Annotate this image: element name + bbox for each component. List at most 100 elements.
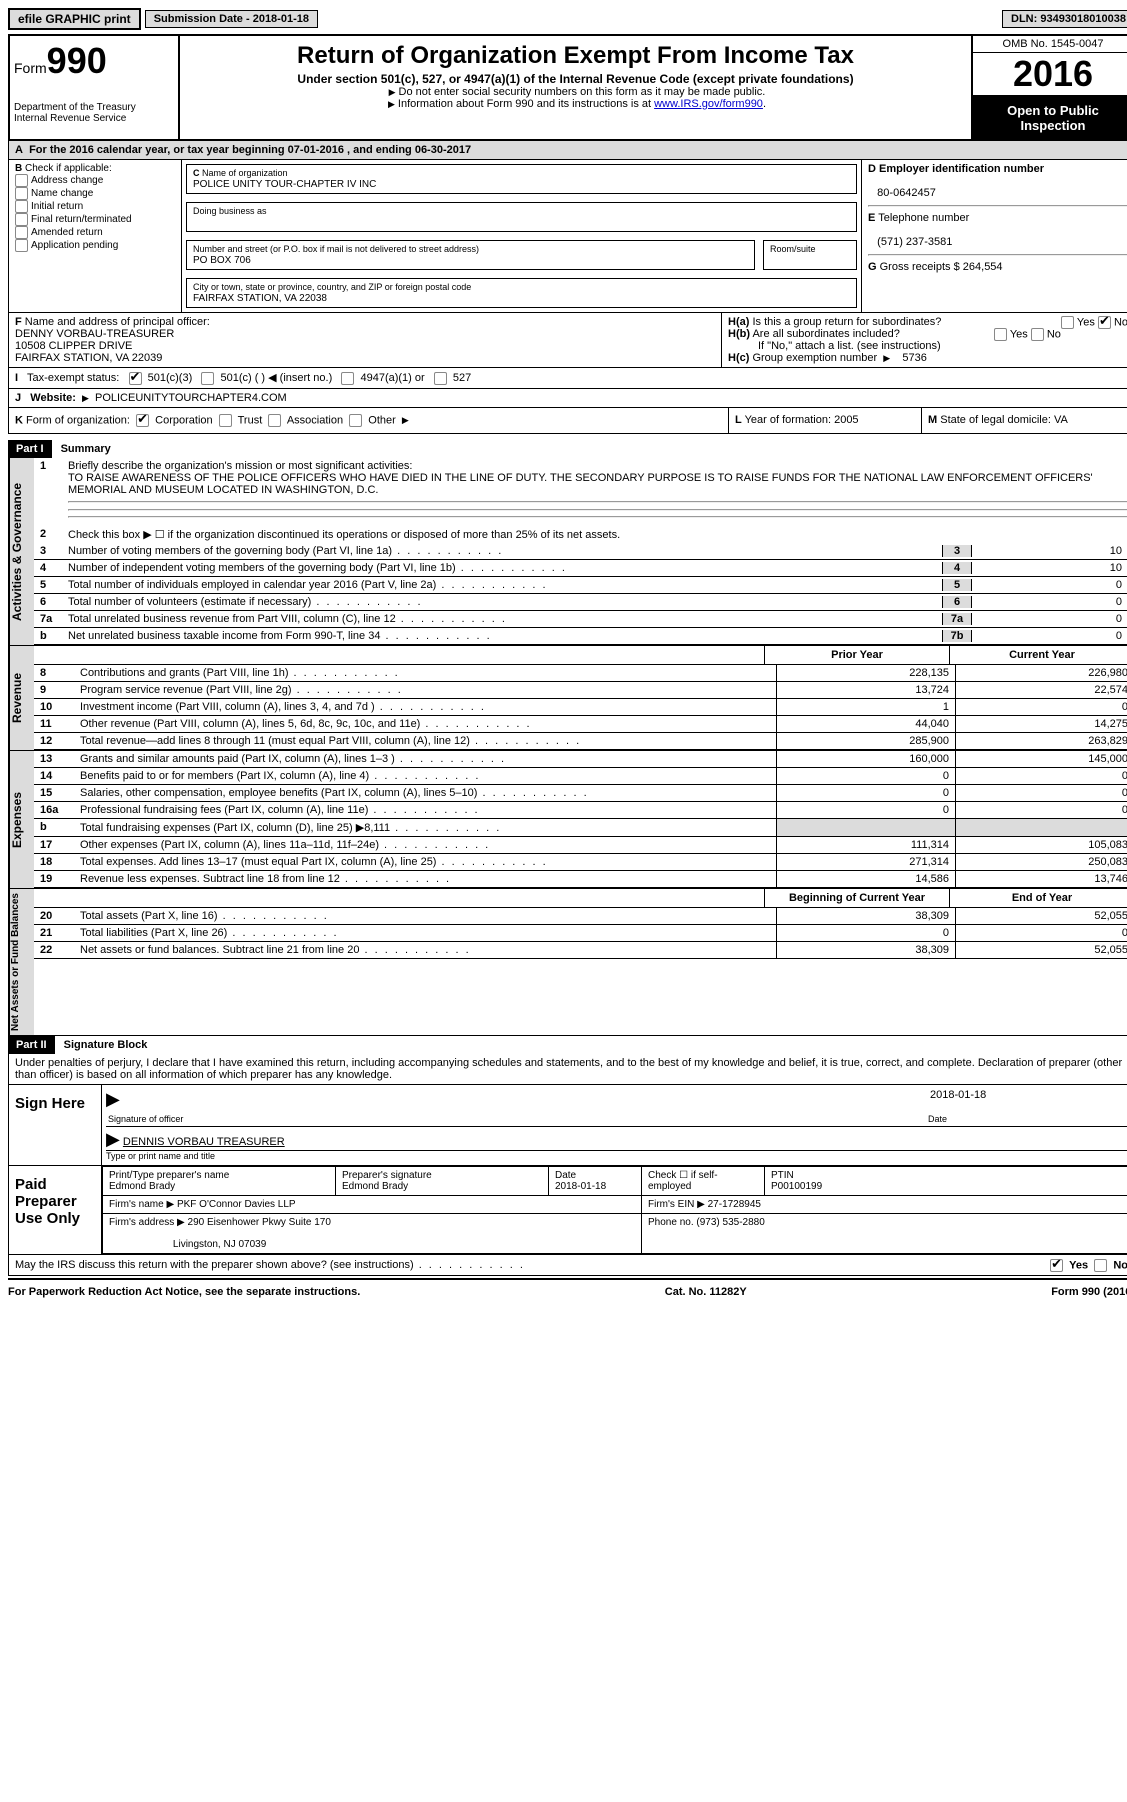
hc-label: Group exemption number xyxy=(752,352,877,364)
sig-name-label: Type or print name and title xyxy=(106,1150,1127,1161)
row-f-h: F Name and address of principal officer:… xyxy=(9,313,1127,368)
prep-sig: Edmond Brady xyxy=(342,1181,408,1192)
street-box: Number and street (or P.O. box if mail i… xyxy=(186,240,755,270)
financial-line: 17Other expenses (Part IX, column (A), l… xyxy=(34,837,1127,854)
form-label: Form xyxy=(14,60,47,76)
prep-name: Edmond Brady xyxy=(109,1181,175,1192)
financial-line: 8Contributions and grants (Part VIII, li… xyxy=(34,665,1127,682)
street-value: PO BOX 706 xyxy=(193,255,251,266)
discuss-yes-checkbox[interactable] xyxy=(1050,1259,1063,1272)
ha-no-checkbox[interactable] xyxy=(1098,316,1111,329)
paid-preparer-label: Paid Preparer Use Only xyxy=(9,1166,102,1254)
527-checkbox[interactable] xyxy=(434,372,447,385)
initial-return-checkbox[interactable] xyxy=(15,200,28,213)
i-label: Tax-exempt status: xyxy=(27,372,119,384)
discuss-row: May the IRS discuss this return with the… xyxy=(9,1255,1127,1275)
other-checkbox[interactable] xyxy=(349,414,362,427)
other-label: Other xyxy=(368,414,396,426)
sig-officer-label: Signature of officer xyxy=(108,1114,928,1124)
501c-checkbox[interactable] xyxy=(201,372,214,385)
officer-name: DENNY VORBAU-TREASURER xyxy=(15,328,174,340)
city-value: FAIRFAX STATION, VA 22038 xyxy=(193,293,327,304)
hb-no-checkbox[interactable] xyxy=(1031,328,1044,341)
yes-label2: Yes xyxy=(1010,328,1028,340)
sig-name-value: DENNIS VORBAU TREASURER xyxy=(123,1136,285,1148)
4947-label: 4947(a)(1) or xyxy=(360,372,424,384)
corp-checkbox[interactable] xyxy=(136,414,149,427)
line2-text: Check this box ▶ ☐ if the organization d… xyxy=(68,528,1127,541)
hb-yes-checkbox[interactable] xyxy=(994,328,1007,341)
summary-line: 7aTotal unrelated business revenue from … xyxy=(34,611,1127,628)
sig-date-value: 2018-01-18 xyxy=(930,1089,1127,1110)
mission-label: Briefly describe the organization's miss… xyxy=(68,460,412,472)
omb-number: OMB No. 1545-0047 xyxy=(973,36,1127,53)
col-b-checkboxes: B Check if applicable: Address change Na… xyxy=(9,160,182,312)
row-j: J Website: POLICEUNITYTOURCHAPTER4.COM xyxy=(9,389,1127,408)
final-return-label: Final return/terminated xyxy=(31,214,132,225)
firm-ein: 27-1728945 xyxy=(708,1199,761,1210)
summary-line: 4Number of independent voting members of… xyxy=(34,560,1127,577)
mission-text: TO RAISE AWARENESS OF THE POLICE OFFICER… xyxy=(68,472,1093,496)
application-pending-label: Application pending xyxy=(31,240,118,251)
address-change-checkbox[interactable] xyxy=(15,174,28,187)
no-label2: No xyxy=(1047,328,1061,340)
website-value: POLICEUNITYTOURCHAPTER4.COM xyxy=(95,392,287,404)
hb-note: If "No," attach a list. (see instruction… xyxy=(728,340,1127,352)
form-subtitle: Under section 501(c), 527, or 4947(a)(1)… xyxy=(190,72,961,86)
application-pending-checkbox[interactable] xyxy=(15,239,28,252)
ha-yes-checkbox[interactable] xyxy=(1061,316,1074,329)
form-title: Return of Organization Exempt From Incom… xyxy=(190,42,961,70)
name-change-checkbox[interactable] xyxy=(15,187,28,200)
part1-governance: Activities & Governance 1 Briefly descri… xyxy=(8,458,1127,646)
col-c-org-info: C Name of organization POLICE UNITY TOUR… xyxy=(182,160,861,312)
financial-line: 20Total assets (Part X, line 16)38,30952… xyxy=(34,908,1127,925)
part1-label: Part I xyxy=(8,440,52,458)
firm-addr-label: Firm's address ▶ xyxy=(109,1217,185,1228)
ha-label: Is this a group return for subordinates? xyxy=(752,316,941,328)
col-f: F Name and address of principal officer:… xyxy=(9,313,722,367)
trust-label: Trust xyxy=(238,414,263,426)
discuss-no-checkbox[interactable] xyxy=(1094,1259,1107,1272)
m-value: VA xyxy=(1054,414,1068,426)
financial-line: 9Program service revenue (Part VIII, lin… xyxy=(34,682,1127,699)
efile-print-button[interactable]: efile GRAPHIC print xyxy=(8,8,141,30)
assoc-checkbox[interactable] xyxy=(268,414,281,427)
firm-addr2: Livingston, NJ 07039 xyxy=(173,1239,266,1250)
irs-link[interactable]: www.IRS.gov/form990 xyxy=(654,98,763,110)
address-change-label: Address change xyxy=(31,175,103,186)
col-h: H(a) Is this a group return for subordin… xyxy=(722,313,1127,367)
discuss-text: May the IRS discuss this return with the… xyxy=(15,1259,525,1271)
ptin-label: PTIN xyxy=(771,1170,794,1181)
financial-line: 15Salaries, other compensation, employee… xyxy=(34,785,1127,802)
prep-name-label: Print/Type preparer's name xyxy=(109,1170,229,1181)
amended-return-checkbox[interactable] xyxy=(15,226,28,239)
summary-line: 5Total number of individuals employed in… xyxy=(34,577,1127,594)
dept-treasury: Department of the Treasury xyxy=(14,102,174,113)
gross-value: 264,554 xyxy=(963,261,1003,273)
assoc-label: Association xyxy=(287,414,343,426)
prior-year-header: Prior Year xyxy=(764,646,949,664)
sig-date-label: Date xyxy=(928,1114,1127,1124)
prep-date-label: Date xyxy=(555,1170,576,1181)
ein-label: Employer identification number xyxy=(879,163,1044,175)
corp-label: Corporation xyxy=(155,414,212,426)
501c3-checkbox[interactable] xyxy=(129,372,142,385)
officer-label: Name and address of principal officer: xyxy=(25,316,210,328)
final-return-checkbox[interactable] xyxy=(15,213,28,226)
summary-line: 6Total number of volunteers (estimate if… xyxy=(34,594,1127,611)
initial-return-label: Initial return xyxy=(31,201,83,212)
current-year-header: Current Year xyxy=(949,646,1127,664)
financial-line: 16aProfessional fundraising fees (Part I… xyxy=(34,802,1127,819)
financial-line: 19Revenue less expenses. Subtract line 1… xyxy=(34,871,1127,888)
trust-checkbox[interactable] xyxy=(219,414,232,427)
501c-label: 501(c) ( ) xyxy=(220,372,265,384)
financial-line: 22Net assets or fund balances. Subtract … xyxy=(34,942,1127,959)
part1-revenue: Revenue Prior Year Current Year 8Contrib… xyxy=(8,646,1127,751)
tax-year: 2016 xyxy=(973,53,1127,97)
city-label: City or town, state or province, country… xyxy=(193,282,471,292)
gross-label: Gross receipts $ xyxy=(880,261,960,273)
form-header: Form990 Department of the Treasury Inter… xyxy=(8,34,1127,141)
section-a: A For the 2016 calendar year, or tax yea… xyxy=(8,141,1127,434)
room-label: Room/suite xyxy=(770,244,816,254)
4947-checkbox[interactable] xyxy=(341,372,354,385)
